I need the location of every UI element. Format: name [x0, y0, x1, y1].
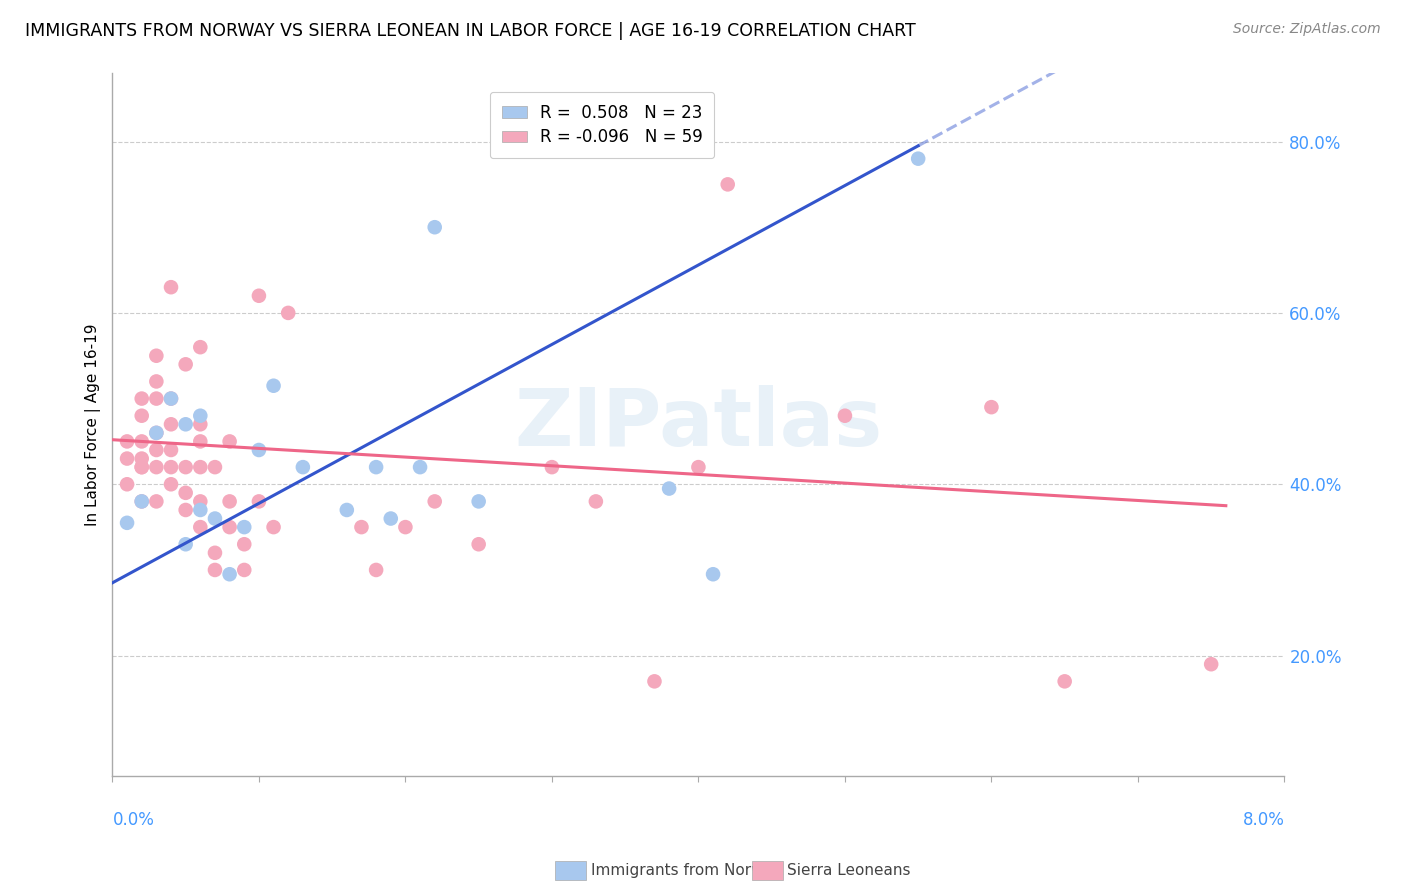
Point	[131, 494, 153, 508]
Point	[145, 392, 167, 406]
Point	[131, 494, 153, 508]
Text: Immigrants from Norway: Immigrants from Norway	[591, 863, 782, 878]
Text: Source: ZipAtlas.com: Source: ZipAtlas.com	[1233, 22, 1381, 37]
Point	[145, 375, 167, 389]
Point	[263, 520, 285, 534]
Point	[423, 494, 446, 508]
Text: IMMIGRANTS FROM NORWAY VS SIERRA LEONEAN IN LABOR FORCE | AGE 16-19 CORRELATION : IMMIGRANTS FROM NORWAY VS SIERRA LEONEAN…	[25, 22, 917, 40]
Text: 8.0%: 8.0%	[1243, 811, 1285, 829]
Point	[688, 460, 710, 475]
Point	[188, 494, 211, 508]
Y-axis label: In Labor Force | Age 16-19: In Labor Force | Age 16-19	[86, 323, 101, 525]
Point	[160, 477, 183, 491]
Point	[204, 460, 226, 475]
Point	[366, 563, 388, 577]
Point	[585, 494, 607, 508]
Legend: R =  0.508   N = 23, R = -0.096   N = 59: R = 0.508 N = 23, R = -0.096 N = 59	[489, 92, 714, 158]
Point	[380, 511, 402, 525]
Point	[131, 460, 153, 475]
Point	[907, 152, 929, 166]
Point	[247, 494, 270, 508]
Point	[174, 357, 197, 371]
Point	[218, 520, 240, 534]
Point	[145, 494, 167, 508]
Point	[160, 417, 183, 432]
Point	[204, 511, 226, 525]
Point	[160, 392, 183, 406]
Point	[336, 503, 359, 517]
Point	[160, 442, 183, 457]
Text: ZIPatlas: ZIPatlas	[515, 385, 883, 463]
Point	[145, 425, 167, 440]
Point	[409, 460, 432, 475]
Point	[188, 503, 211, 517]
Point	[233, 520, 256, 534]
Point	[218, 434, 240, 449]
Point	[160, 392, 183, 406]
Point	[467, 494, 489, 508]
Point	[204, 563, 226, 577]
Point	[247, 442, 270, 457]
Point	[115, 516, 138, 530]
Point	[131, 434, 153, 449]
Point	[115, 434, 138, 449]
Point	[145, 349, 167, 363]
Point	[131, 392, 153, 406]
Point	[218, 567, 240, 582]
Point	[131, 451, 153, 466]
Point	[1053, 674, 1076, 689]
Point	[145, 442, 167, 457]
Point	[467, 537, 489, 551]
Point	[366, 460, 388, 475]
Point	[291, 460, 314, 475]
Point	[233, 563, 256, 577]
Point	[174, 537, 197, 551]
Point	[145, 425, 167, 440]
Point	[834, 409, 856, 423]
Point	[188, 460, 211, 475]
Point	[145, 460, 167, 475]
Point	[131, 460, 153, 475]
Point	[350, 520, 373, 534]
Point	[218, 494, 240, 508]
Point	[174, 417, 197, 432]
Point	[204, 546, 226, 560]
Point	[131, 409, 153, 423]
Point	[160, 460, 183, 475]
Point	[188, 520, 211, 534]
Point	[702, 567, 724, 582]
Point	[277, 306, 299, 320]
Point	[115, 451, 138, 466]
Point	[174, 503, 197, 517]
Point	[394, 520, 416, 534]
Point	[188, 340, 211, 354]
Point	[1199, 657, 1222, 672]
Point	[188, 434, 211, 449]
Point	[160, 280, 183, 294]
Point	[423, 220, 446, 235]
Point	[247, 289, 270, 303]
Point	[233, 537, 256, 551]
Point	[188, 409, 211, 423]
Point	[174, 460, 197, 475]
Point	[263, 378, 285, 392]
Text: Sierra Leoneans: Sierra Leoneans	[787, 863, 911, 878]
Point	[658, 482, 681, 496]
Point	[115, 477, 138, 491]
Text: 0.0%: 0.0%	[112, 811, 155, 829]
Point	[717, 178, 740, 192]
Point	[643, 674, 665, 689]
Point	[541, 460, 564, 475]
Point	[980, 400, 1002, 414]
Point	[174, 486, 197, 500]
Point	[188, 417, 211, 432]
